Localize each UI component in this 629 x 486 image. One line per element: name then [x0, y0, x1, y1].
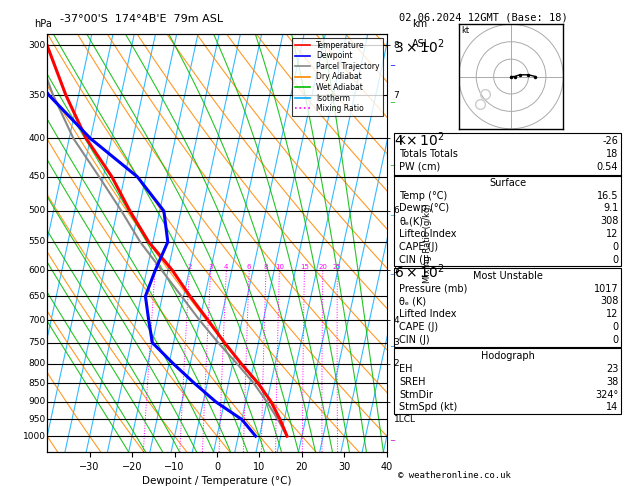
Text: ASL: ASL [412, 39, 430, 49]
Text: ─: ─ [390, 163, 394, 169]
Text: 1: 1 [153, 264, 157, 270]
Text: 7: 7 [394, 90, 399, 100]
Text: 2: 2 [187, 264, 192, 270]
Text: ─: ─ [390, 272, 394, 278]
Text: 3: 3 [394, 338, 399, 347]
Text: ─: ─ [390, 100, 394, 105]
Text: 16.5: 16.5 [597, 191, 618, 201]
Text: 3: 3 [208, 264, 213, 270]
Text: 308: 308 [600, 296, 618, 307]
Text: StmDir: StmDir [399, 390, 433, 399]
Text: -26: -26 [603, 136, 618, 146]
Text: ─: ─ [390, 64, 394, 69]
Text: θₑ(K): θₑ(K) [399, 216, 423, 226]
Text: 23: 23 [606, 364, 618, 374]
Text: CIN (J): CIN (J) [399, 335, 430, 345]
Text: 324°: 324° [595, 390, 618, 399]
Text: ─: ─ [390, 438, 394, 444]
Text: 12: 12 [606, 229, 618, 239]
Text: 950: 950 [28, 415, 45, 424]
Text: EH: EH [399, 364, 413, 374]
Text: Pressure (mb): Pressure (mb) [399, 283, 468, 294]
Text: CAPE (J): CAPE (J) [399, 242, 438, 252]
Text: θₑ (K): θₑ (K) [399, 296, 426, 307]
Text: -37°00'S  174°4B'E  79m ASL: -37°00'S 174°4B'E 79m ASL [60, 14, 223, 24]
X-axis label: Dewpoint / Temperature (°C): Dewpoint / Temperature (°C) [142, 476, 292, 486]
Text: Surface: Surface [489, 177, 526, 188]
Text: 308: 308 [600, 216, 618, 226]
Text: Temp (°C): Temp (°C) [399, 191, 448, 201]
Text: 1LCL: 1LCL [394, 415, 416, 424]
Text: ─: ─ [390, 345, 394, 350]
Text: 20: 20 [318, 264, 327, 270]
Text: 9.1: 9.1 [603, 203, 618, 213]
Text: © weatheronline.co.uk: © weatheronline.co.uk [398, 471, 510, 480]
Text: 350: 350 [28, 90, 45, 100]
Text: CIN (J): CIN (J) [399, 255, 430, 265]
Text: ─: ─ [390, 213, 394, 219]
Text: 850: 850 [28, 379, 45, 388]
Text: 25: 25 [333, 264, 342, 270]
Text: 400: 400 [28, 134, 45, 143]
Text: Totals Totals: Totals Totals [399, 149, 459, 159]
Text: Lifted Index: Lifted Index [399, 229, 457, 239]
Text: km: km [412, 19, 427, 29]
Text: kt: kt [461, 26, 469, 35]
Text: Dewp (°C): Dewp (°C) [399, 203, 450, 213]
Text: 900: 900 [28, 398, 45, 406]
Text: 15: 15 [300, 264, 309, 270]
Text: 4: 4 [394, 316, 399, 325]
Legend: Temperature, Dewpoint, Parcel Trajectory, Dry Adiabat, Wet Adiabat, Isotherm, Mi: Temperature, Dewpoint, Parcel Trajectory… [292, 38, 383, 116]
Text: 700: 700 [28, 316, 45, 325]
Text: 500: 500 [28, 207, 45, 215]
Text: 14: 14 [606, 402, 618, 413]
Text: 0.54: 0.54 [597, 162, 618, 172]
Text: Lifted Index: Lifted Index [399, 309, 457, 319]
Text: Mixing Ratio (g/kg): Mixing Ratio (g/kg) [423, 203, 432, 283]
Text: 750: 750 [28, 338, 45, 347]
Text: 600: 600 [28, 266, 45, 275]
Text: 0: 0 [612, 335, 618, 345]
Text: 10: 10 [275, 264, 284, 270]
Text: 6: 6 [247, 264, 252, 270]
Text: CAPE (J): CAPE (J) [399, 322, 438, 332]
Text: 18: 18 [606, 149, 618, 159]
Text: 0: 0 [612, 242, 618, 252]
Text: 02.06.2024 12GMT (Base: 18): 02.06.2024 12GMT (Base: 18) [399, 12, 568, 22]
Text: 550: 550 [28, 238, 45, 246]
Text: 300: 300 [28, 40, 45, 50]
Text: 1000: 1000 [23, 432, 45, 441]
Text: StmSpd (kt): StmSpd (kt) [399, 402, 458, 413]
Text: 1017: 1017 [594, 283, 618, 294]
Text: 450: 450 [28, 172, 45, 181]
Text: K: K [399, 136, 406, 146]
Text: 12: 12 [606, 309, 618, 319]
Text: 0: 0 [612, 322, 618, 332]
Text: 8: 8 [394, 40, 399, 50]
Text: PW (cm): PW (cm) [399, 162, 441, 172]
Text: 8: 8 [264, 264, 268, 270]
Text: Hodograph: Hodograph [481, 351, 535, 361]
Text: 2: 2 [394, 359, 399, 368]
Text: 800: 800 [28, 359, 45, 368]
Text: hPa: hPa [35, 19, 52, 29]
Text: Most Unstable: Most Unstable [473, 271, 543, 281]
Text: 6: 6 [394, 207, 399, 215]
Text: 0: 0 [612, 255, 618, 265]
Text: 5: 5 [394, 266, 399, 275]
Text: 650: 650 [28, 292, 45, 301]
Text: SREH: SREH [399, 377, 426, 387]
Text: 38: 38 [606, 377, 618, 387]
Text: 4: 4 [224, 264, 228, 270]
